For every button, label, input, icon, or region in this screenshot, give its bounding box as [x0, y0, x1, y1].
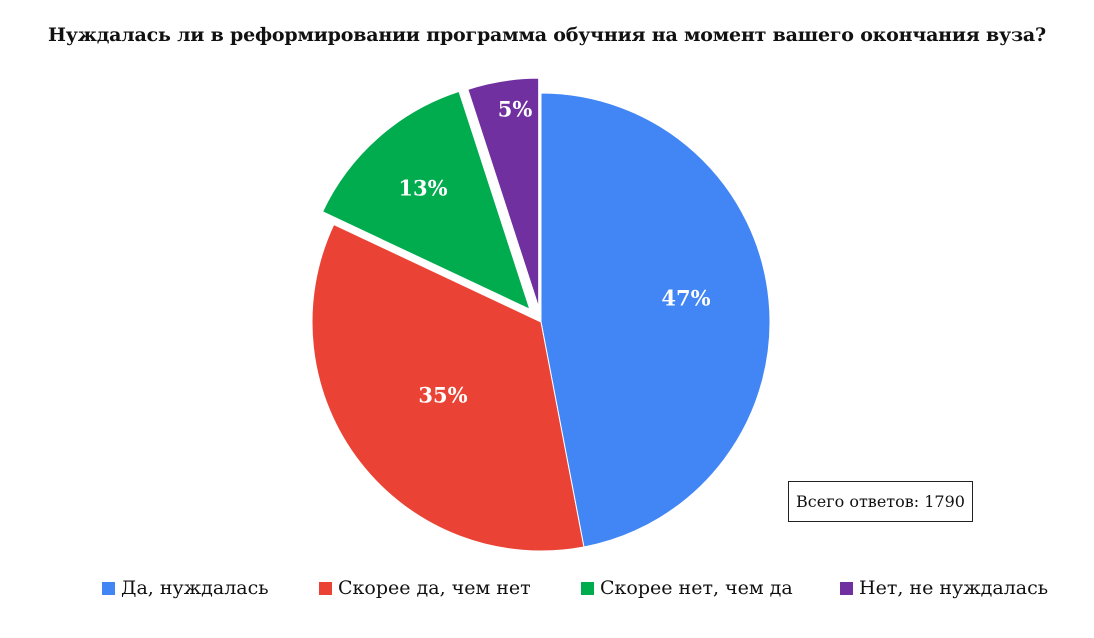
chart-title: Нуждалась ли в реформировании программа … [48, 24, 1046, 46]
legend-label: Скорее да, чем нет [338, 577, 531, 599]
legend-item-no: Нет, не нуждалась [840, 577, 1048, 599]
total-responses-box: Всего ответов: 1790 [788, 481, 973, 522]
slice-rather-no-label: 13% [398, 176, 447, 201]
legend-item-rather-no: Скорее нет, чем да [581, 577, 793, 599]
legend-swatch-icon [581, 581, 594, 595]
slice-rather-yes [311, 223, 585, 552]
slice-yes [540, 92, 771, 548]
legend-swatch-icon [102, 581, 115, 595]
legend-swatch-icon [319, 581, 332, 595]
legend-label: Да, нуждалась [121, 577, 269, 599]
slice-rather-yes-label: 35% [418, 383, 467, 408]
total-responses-text: Всего ответов: 1790 [796, 492, 965, 511]
legend: Да, нуждалась Скорее да, чем нет Скорее … [0, 577, 1094, 603]
legend-item-yes: Да, нуждалась [102, 577, 269, 599]
slice-yes-label: 47% [661, 286, 710, 311]
legend-label: Нет, не нуждалась [859, 577, 1049, 599]
legend-item-rather-yes: Скорее да, чем нет [319, 577, 531, 599]
legend-swatch-icon [840, 581, 853, 595]
legend-label: Скорее нет, чем да [600, 577, 793, 599]
slice-no-label: 5% [498, 97, 533, 122]
slice-rather-no [321, 90, 531, 311]
slice-no [467, 77, 540, 308]
